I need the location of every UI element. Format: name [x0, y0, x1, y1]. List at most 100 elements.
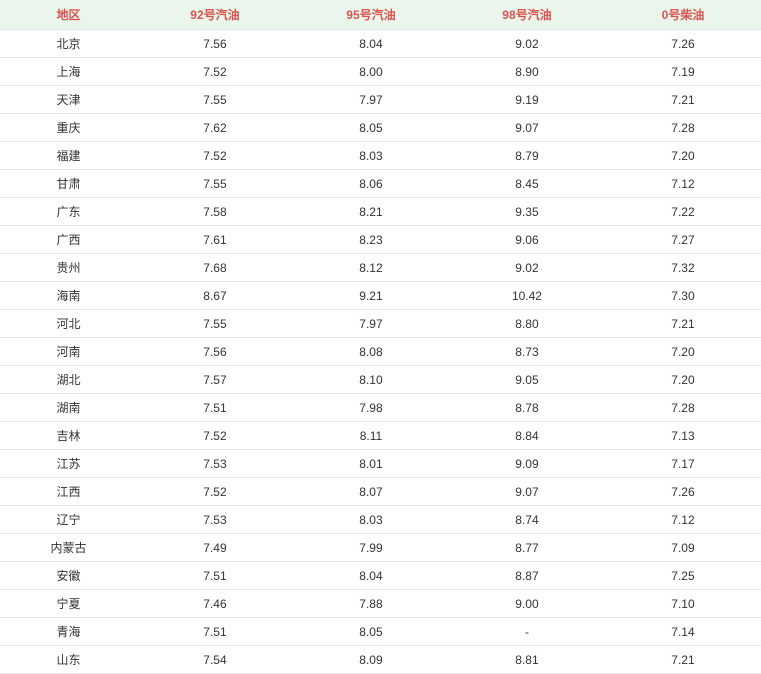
cell-price: - — [449, 618, 605, 646]
cell-price: 8.05 — [293, 114, 449, 142]
table-row: 吉林7.528.118.847.13 — [0, 422, 761, 450]
cell-region: 湖北 — [0, 366, 137, 394]
table-row: 福建7.528.038.797.20 — [0, 142, 761, 170]
cell-price: 7.53 — [137, 506, 293, 534]
cell-price: 7.51 — [137, 562, 293, 590]
cell-price: 7.55 — [137, 86, 293, 114]
cell-price: 7.49 — [137, 534, 293, 562]
table-row: 河北7.557.978.807.21 — [0, 310, 761, 338]
cell-price: 7.26 — [605, 478, 761, 506]
table-row: 北京7.568.049.027.26 — [0, 30, 761, 58]
cell-price: 7.88 — [293, 590, 449, 618]
cell-price: 7.10 — [605, 590, 761, 618]
cell-price: 9.09 — [449, 450, 605, 478]
table-row: 湖北7.578.109.057.20 — [0, 366, 761, 394]
cell-price: 10.42 — [449, 282, 605, 310]
cell-region: 北京 — [0, 30, 137, 58]
table-row: 贵州7.688.129.027.32 — [0, 254, 761, 282]
cell-price: 7.97 — [293, 310, 449, 338]
cell-price: 9.35 — [449, 198, 605, 226]
cell-price: 7.55 — [137, 170, 293, 198]
cell-price: 8.80 — [449, 310, 605, 338]
cell-price: 8.73 — [449, 338, 605, 366]
cell-price: 8.05 — [293, 618, 449, 646]
cell-price: 7.52 — [137, 478, 293, 506]
table-row: 江苏7.538.019.097.17 — [0, 450, 761, 478]
cell-price: 7.57 — [137, 366, 293, 394]
cell-region: 广东 — [0, 198, 137, 226]
cell-price: 7.12 — [605, 506, 761, 534]
table-row: 江西7.528.079.077.26 — [0, 478, 761, 506]
cell-price: 7.20 — [605, 142, 761, 170]
cell-price: 7.52 — [137, 422, 293, 450]
cell-price: 8.67 — [137, 282, 293, 310]
cell-region: 吉林 — [0, 422, 137, 450]
cell-price: 7.55 — [137, 310, 293, 338]
cell-price: 8.77 — [449, 534, 605, 562]
cell-price: 7.28 — [605, 394, 761, 422]
cell-price: 7.68 — [137, 254, 293, 282]
table-row: 上海7.528.008.907.19 — [0, 58, 761, 86]
table-row: 甘肃7.558.068.457.12 — [0, 170, 761, 198]
cell-price: 7.56 — [137, 338, 293, 366]
cell-region: 辽宁 — [0, 506, 137, 534]
cell-price: 8.07 — [293, 478, 449, 506]
cell-region: 江西 — [0, 478, 137, 506]
cell-price: 8.03 — [293, 142, 449, 170]
cell-price: 7.46 — [137, 590, 293, 618]
cell-price: 7.61 — [137, 226, 293, 254]
cell-region: 山东 — [0, 646, 137, 674]
cell-region: 安徽 — [0, 562, 137, 590]
cell-price: 9.19 — [449, 86, 605, 114]
cell-price: 7.21 — [605, 86, 761, 114]
cell-price: 7.32 — [605, 254, 761, 282]
cell-price: 8.04 — [293, 562, 449, 590]
table-row: 天津7.557.979.197.21 — [0, 86, 761, 114]
cell-price: 7.56 — [137, 30, 293, 58]
cell-region: 重庆 — [0, 114, 137, 142]
cell-price: 8.03 — [293, 506, 449, 534]
col-0diesel: 0号柴油 — [605, 0, 761, 30]
table-body: 北京7.568.049.027.26上海7.528.008.907.19天津7.… — [0, 30, 761, 674]
cell-price: 8.81 — [449, 646, 605, 674]
cell-price: 7.62 — [137, 114, 293, 142]
cell-price: 7.53 — [137, 450, 293, 478]
cell-price: 8.45 — [449, 170, 605, 198]
cell-price: 7.52 — [137, 142, 293, 170]
table-row: 辽宁7.538.038.747.12 — [0, 506, 761, 534]
table-row: 广西7.618.239.067.27 — [0, 226, 761, 254]
table-row: 青海7.518.05-7.14 — [0, 618, 761, 646]
cell-price: 7.09 — [605, 534, 761, 562]
cell-price: 7.13 — [605, 422, 761, 450]
col-95: 95号汽油 — [293, 0, 449, 30]
cell-region: 湖南 — [0, 394, 137, 422]
col-region: 地区 — [0, 0, 137, 30]
cell-price: 7.26 — [605, 30, 761, 58]
cell-price: 7.14 — [605, 618, 761, 646]
cell-price: 9.07 — [449, 478, 605, 506]
table-row: 内蒙古7.497.998.777.09 — [0, 534, 761, 562]
cell-region: 青海 — [0, 618, 137, 646]
col-98: 98号汽油 — [449, 0, 605, 30]
cell-price: 8.78 — [449, 394, 605, 422]
table-header-row: 地区 92号汽油 95号汽油 98号汽油 0号柴油 — [0, 0, 761, 30]
cell-price: 7.30 — [605, 282, 761, 310]
cell-region: 江苏 — [0, 450, 137, 478]
cell-price: 7.25 — [605, 562, 761, 590]
cell-price: 8.01 — [293, 450, 449, 478]
cell-price: 8.84 — [449, 422, 605, 450]
cell-price: 7.99 — [293, 534, 449, 562]
cell-price: 7.28 — [605, 114, 761, 142]
cell-price: 7.54 — [137, 646, 293, 674]
cell-price: 9.02 — [449, 254, 605, 282]
table-row: 湖南7.517.988.787.28 — [0, 394, 761, 422]
cell-price: 7.12 — [605, 170, 761, 198]
fuel-price-table: 地区 92号汽油 95号汽油 98号汽油 0号柴油 北京7.568.049.02… — [0, 0, 761, 674]
cell-region: 河南 — [0, 338, 137, 366]
cell-price: 8.11 — [293, 422, 449, 450]
cell-price: 7.51 — [137, 394, 293, 422]
cell-price: 9.06 — [449, 226, 605, 254]
cell-price: 9.07 — [449, 114, 605, 142]
cell-price: 9.00 — [449, 590, 605, 618]
cell-region: 天津 — [0, 86, 137, 114]
